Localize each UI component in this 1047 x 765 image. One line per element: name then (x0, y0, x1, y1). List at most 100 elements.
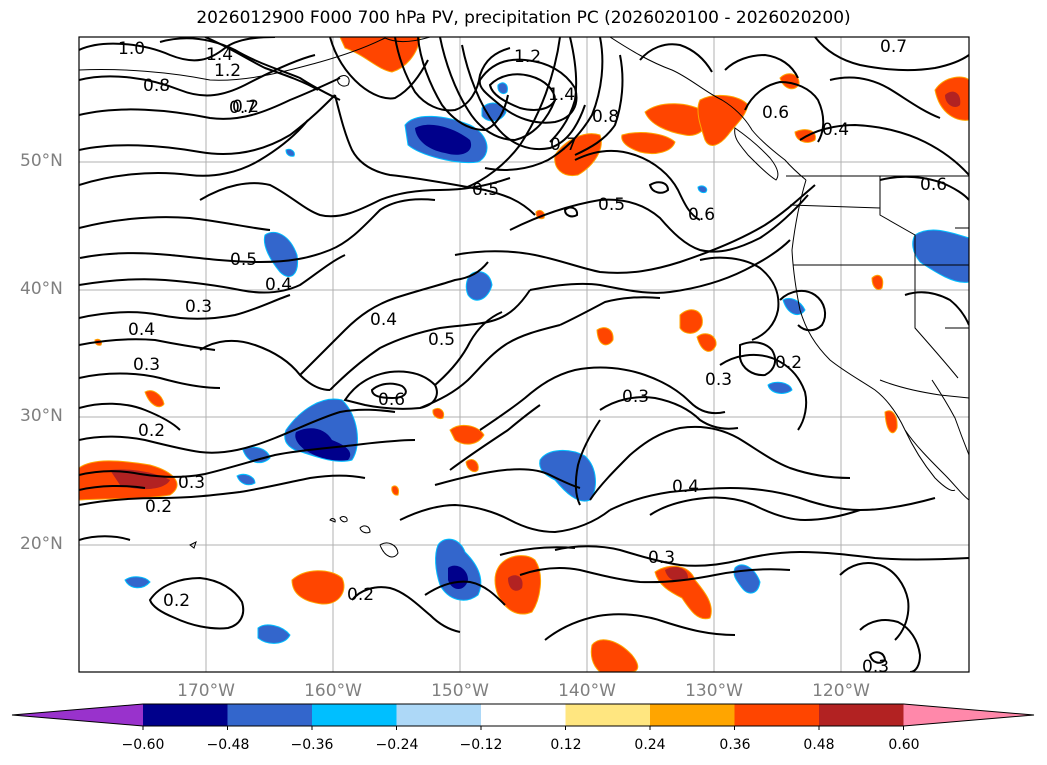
pv-contour (559, 296, 661, 326)
contour-label: 1.2 (514, 47, 541, 67)
contour-label: 0.2 (138, 421, 165, 441)
pv-contour (529, 239, 791, 294)
pv-contour (499, 546, 576, 556)
coastline-alaska (79, 37, 431, 81)
pv-contour (79, 535, 131, 541)
lat-label: 50°N (20, 151, 63, 171)
precip-patch (697, 185, 708, 194)
pv-contour (159, 37, 341, 101)
precip-patch (596, 327, 614, 346)
precip-patch (945, 91, 961, 107)
precip-patch (415, 124, 472, 155)
pv-contour (744, 80, 825, 143)
contour-label: 0.3 (648, 548, 675, 568)
lon-label: 120°W (812, 681, 870, 701)
figure-title: 2026012900 F000 700 hPa PV, precipitatio… (196, 8, 851, 28)
contour-label: 0.3 (133, 355, 160, 375)
colorbar-segment (481, 704, 566, 726)
pv-contour (829, 76, 941, 119)
lon-label: 140°W (558, 681, 616, 701)
contour-label: 1.4 (206, 45, 233, 65)
pv-contour (484, 37, 604, 171)
contour-label: 1.4 (548, 85, 575, 105)
pv-contour (148, 576, 245, 630)
precip-patches (79, 37, 969, 672)
pv-contour (868, 651, 887, 664)
precip-patch (590, 639, 639, 672)
island-hawaii-big (379, 542, 399, 558)
contour-label: 0.8 (592, 107, 619, 127)
pv-contour (334, 94, 536, 216)
contour-label: 0.6 (688, 205, 715, 225)
precip-patch (291, 570, 345, 605)
contour-label: 0.4 (128, 320, 155, 340)
pv-contour (478, 58, 578, 124)
lon-label: 150°W (431, 681, 489, 701)
colorbar-tick-label: −0.12 (459, 737, 503, 753)
lon-label: 170°W (177, 681, 235, 701)
precip-patch (621, 132, 676, 155)
precip-patch (432, 407, 445, 419)
colorbar-segment (312, 704, 397, 726)
colorbar-segment (396, 704, 482, 726)
contour-label: 0.3 (185, 297, 212, 317)
precip-patch (497, 82, 508, 95)
pv-contour (329, 37, 429, 100)
contour-label: 0.3 (622, 387, 649, 407)
lat-label: 30°N (20, 406, 63, 426)
border-state-ca-nv (914, 265, 959, 379)
precip-patch (236, 473, 256, 486)
pv-contour (589, 425, 851, 501)
pv-contour (904, 291, 969, 326)
border-state-wa-or (789, 204, 881, 209)
pv-contour (399, 503, 611, 534)
pv-contour (449, 404, 541, 471)
precip-patch (110, 469, 170, 490)
pv-contour (439, 37, 556, 142)
pv-contour (648, 181, 670, 194)
coastline-mexico (931, 379, 969, 456)
colorbar-tick-label: −0.60 (121, 737, 165, 753)
border-state-id (879, 176, 916, 265)
contour-label: 0.4 (672, 477, 699, 497)
pv-contour (79, 474, 366, 506)
pv-contour (574, 54, 624, 156)
precip-patch (665, 567, 688, 582)
colorbar-tick-label: 0.60 (888, 737, 920, 753)
contour-label: 0.2 (347, 585, 374, 605)
precip-patch (391, 485, 399, 496)
contour-label: 0.4 (370, 310, 397, 330)
pv-contour (79, 94, 336, 155)
colorbar-tick-label: 0.48 (803, 737, 835, 753)
precip-patch (679, 309, 703, 334)
island-hawaii-kauai (329, 518, 336, 523)
colorbar-tick-label: 0.24 (634, 737, 666, 753)
lon-label: 160°W (304, 681, 362, 701)
pv-contour (699, 256, 780, 341)
pv-contour (461, 44, 586, 151)
pv-contour (79, 216, 271, 231)
pv-contour (79, 338, 216, 351)
pv-contour (563, 206, 579, 218)
colorbar-segment (565, 704, 651, 726)
contour-label: 0.5 (230, 250, 257, 270)
pv-contour (299, 261, 489, 376)
precip-patch (465, 271, 493, 301)
colorbar-segment (819, 704, 904, 726)
colorbar (11, 703, 1035, 730)
pv-contour (574, 419, 601, 506)
pv-contour (839, 562, 910, 641)
pv-contour (79, 37, 276, 62)
contour-label: 0.2 (145, 497, 172, 517)
contour-label: 0.3 (862, 657, 889, 677)
pv-contour (351, 586, 461, 633)
precip-patch (124, 576, 151, 589)
precip-patch (339, 37, 421, 73)
colorbar-segment (650, 704, 735, 726)
pv-contour (599, 396, 739, 430)
colorbar-segment (143, 704, 228, 726)
contour-label: 0.6 (762, 103, 789, 123)
contour-label: 0.7 (229, 98, 256, 118)
pv-contour (799, 123, 969, 176)
